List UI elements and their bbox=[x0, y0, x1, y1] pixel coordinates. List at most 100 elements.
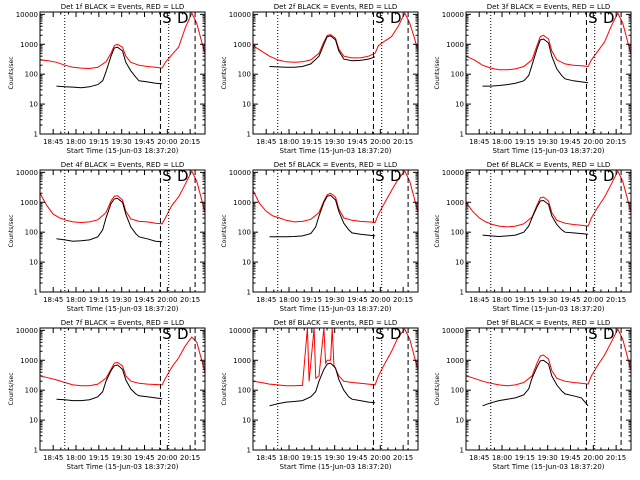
y-tick-label: 100 bbox=[451, 387, 464, 395]
annotation-S: S bbox=[375, 167, 385, 185]
x-tick-label: 20:15 bbox=[393, 138, 413, 146]
lld-series-line bbox=[40, 336, 205, 387]
x-tick-label: 20:00 bbox=[583, 296, 603, 304]
annotation-D: D bbox=[603, 9, 615, 27]
y-tick-label: 100 bbox=[451, 71, 464, 79]
lld-series-line bbox=[466, 170, 631, 228]
annotation-D: D bbox=[390, 9, 402, 27]
plot-frame bbox=[39, 327, 206, 451]
x-tick-label: 19:45 bbox=[560, 296, 580, 304]
plot-frame bbox=[465, 327, 632, 451]
y-tick-label: 10 bbox=[29, 101, 38, 109]
x-tick-label: 19:15 bbox=[515, 296, 535, 304]
annotation-D: D bbox=[390, 167, 402, 185]
x-tick-label: 20:15 bbox=[180, 138, 200, 146]
plot-frame bbox=[39, 11, 206, 135]
x-tick-label: 19:15 bbox=[89, 454, 109, 462]
annotation-S: S bbox=[162, 325, 172, 343]
x-tick-label: 19:30 bbox=[325, 138, 345, 146]
y-tick-label: 100 bbox=[238, 229, 251, 237]
y-tick-label: 1000 bbox=[20, 199, 38, 207]
plot-frame bbox=[39, 169, 206, 293]
y-tick-label: 10 bbox=[29, 259, 38, 267]
y-tick-label: 1 bbox=[34, 131, 38, 139]
panel-title: Det 5f BLACK = Events, RED = LLD bbox=[274, 161, 397, 169]
x-tick-label: 19:30 bbox=[538, 296, 558, 304]
y-tick-label: 1 bbox=[34, 447, 38, 455]
x-tick-label: 19:15 bbox=[89, 138, 109, 146]
y-axis-label: Counts/sec bbox=[221, 372, 228, 405]
x-tick-label: 18:45 bbox=[469, 138, 489, 146]
x-tick-label: 20:00 bbox=[583, 138, 603, 146]
y-tick-label: 10000 bbox=[442, 327, 464, 335]
panel-title: Det 1f BLACK = Events, RED = LLD bbox=[61, 3, 184, 11]
x-tick-label: 20:00 bbox=[157, 138, 177, 146]
events-series-line bbox=[269, 35, 376, 68]
annotation-D: D bbox=[177, 9, 189, 27]
y-tick-label: 1 bbox=[247, 447, 251, 455]
x-tick-label: 20:15 bbox=[393, 454, 413, 462]
panel-title: Det 6f BLACK = Events, RED = LLD bbox=[487, 161, 610, 169]
x-tick-label: 18:00 bbox=[66, 138, 86, 146]
y-tick-label: 1000 bbox=[233, 41, 251, 49]
y-tick-label: 10000 bbox=[16, 327, 38, 335]
plot-frame bbox=[252, 11, 419, 135]
x-tick-label: 18:45 bbox=[469, 296, 489, 304]
x-axis-label: Start Time (15-Jun-03 18:37:20) bbox=[493, 147, 605, 155]
annotation-S: S bbox=[162, 167, 172, 185]
x-tick-label: 19:30 bbox=[325, 296, 345, 304]
y-tick-label: 1 bbox=[460, 447, 464, 455]
y-tick-label: 100 bbox=[25, 229, 38, 237]
y-tick-label: 10000 bbox=[229, 327, 251, 335]
events-series-line bbox=[482, 38, 589, 87]
y-tick-label: 1000 bbox=[20, 41, 38, 49]
x-tick-label: 18:00 bbox=[66, 454, 86, 462]
y-tick-label: 1000 bbox=[446, 41, 464, 49]
annotation-D: D bbox=[177, 325, 189, 343]
events-series-line bbox=[56, 46, 163, 89]
x-tick-label: 19:45 bbox=[347, 454, 367, 462]
y-tick-label: 10 bbox=[29, 417, 38, 425]
events-series-line bbox=[56, 364, 163, 402]
annotation-D: D bbox=[603, 167, 615, 185]
x-tick-label: 18:00 bbox=[279, 138, 299, 146]
x-tick-label: 19:15 bbox=[89, 296, 109, 304]
x-axis-label: Start Time (15-Jun-03 18:37:20) bbox=[493, 463, 605, 471]
x-axis-label: Start Time (15-Jun-03 18:37:20) bbox=[67, 147, 179, 155]
x-tick-label: 19:30 bbox=[112, 138, 132, 146]
y-tick-label: 1000 bbox=[233, 199, 251, 207]
plot-frame bbox=[465, 169, 632, 293]
x-tick-label: 18:45 bbox=[43, 138, 63, 146]
x-tick-label: 20:00 bbox=[157, 296, 177, 304]
annotation-D: D bbox=[603, 325, 615, 343]
x-tick-label: 20:15 bbox=[180, 454, 200, 462]
x-tick-label: 18:45 bbox=[469, 454, 489, 462]
y-tick-label: 10 bbox=[242, 259, 251, 267]
x-tick-label: 18:45 bbox=[256, 138, 276, 146]
x-axis-label: Start Time (15-Jun-03 18:37:20) bbox=[67, 463, 179, 471]
x-tick-label: 20:00 bbox=[370, 296, 390, 304]
lld-series-line bbox=[253, 170, 418, 224]
y-tick-label: 1 bbox=[460, 289, 464, 297]
y-tick-label: 10000 bbox=[442, 169, 464, 177]
annotation-S: S bbox=[588, 325, 598, 343]
y-tick-label: 1 bbox=[247, 131, 251, 139]
x-tick-label: 19:45 bbox=[347, 138, 367, 146]
x-tick-label: 18:00 bbox=[492, 138, 512, 146]
x-axis-label: Start Time (15-Jun-03 18:37:20) bbox=[280, 147, 392, 155]
y-tick-label: 1000 bbox=[446, 199, 464, 207]
x-tick-label: 18:00 bbox=[66, 296, 86, 304]
y-axis-label: Counts/sec bbox=[221, 214, 228, 247]
x-tick-label: 20:00 bbox=[370, 454, 390, 462]
y-tick-label: 10000 bbox=[229, 11, 251, 19]
x-axis-label: Start Time (15-Jun-03 18:37:20) bbox=[280, 463, 392, 471]
events-series-line bbox=[269, 194, 376, 238]
lld-series-line bbox=[40, 12, 205, 70]
x-tick-label: 19:15 bbox=[515, 454, 535, 462]
y-tick-label: 10 bbox=[455, 417, 464, 425]
lld-series-line bbox=[40, 170, 205, 225]
